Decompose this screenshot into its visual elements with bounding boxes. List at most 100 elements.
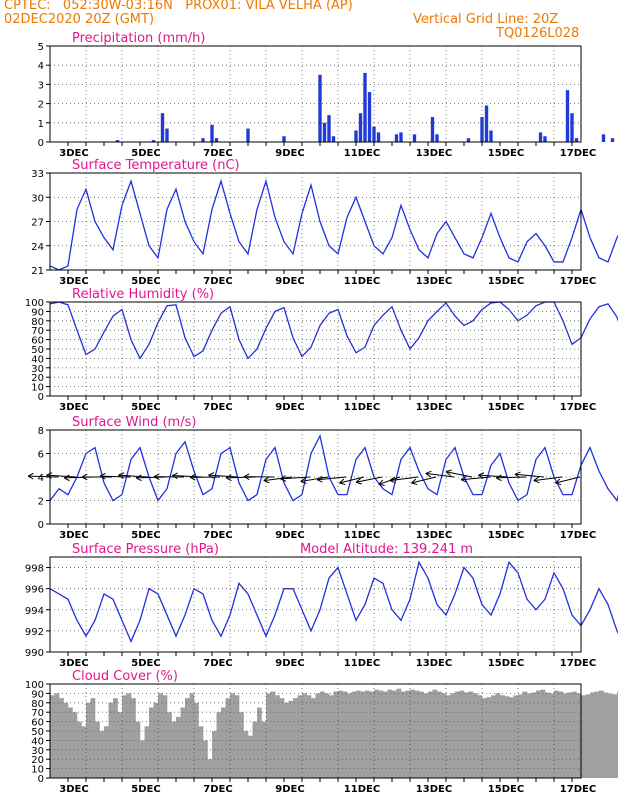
cloud-cover-bar xyxy=(477,695,483,778)
cloud-cover-bar xyxy=(590,692,595,778)
wind-vector xyxy=(280,475,311,482)
precipitation-bar xyxy=(610,138,615,142)
cloud-cover-bar xyxy=(104,726,109,778)
cloud-cover-bar xyxy=(270,691,276,778)
x-tick-label: 5DEC xyxy=(131,402,160,413)
x-tick-label: 13DEC xyxy=(416,148,452,159)
precipitation-bar xyxy=(246,128,250,142)
cloud-cover-bar xyxy=(333,691,339,778)
x-tick-label: 7DEC xyxy=(203,658,232,669)
precipitation-bar xyxy=(412,134,417,142)
precipitation-bar xyxy=(435,134,439,142)
x-tick-label: 5DEC xyxy=(131,530,160,541)
y-tick-label: 0 xyxy=(38,138,44,149)
cloud-cover-bar xyxy=(86,702,91,778)
y-tick-label: 2 xyxy=(38,100,44,111)
pressure-subtitle: Model Altitude: 139.241 m xyxy=(300,542,473,557)
wind-line xyxy=(49,433,618,502)
cloud-cover-bar xyxy=(468,691,474,778)
cloud-cover-bar xyxy=(581,695,586,778)
cloud-cover-bar xyxy=(99,731,105,778)
x-tick-label: 9DEC xyxy=(275,276,304,287)
cloud-cover-bar xyxy=(428,691,433,778)
humidity-title: Relative Humidity (%) xyxy=(72,287,214,302)
x-tick-label: 3DEC xyxy=(59,658,88,669)
y-tick-label: 998 xyxy=(25,564,44,575)
y-tick-label: 27 xyxy=(31,218,44,229)
header-station-info: CPTEC: 052:30W-03:16N PROX01: VILA VELHA… xyxy=(4,0,353,13)
cloud-cover-bar xyxy=(230,693,235,778)
cloud-cover-bar xyxy=(513,695,519,778)
wind-vector xyxy=(460,475,491,483)
cloud-cover-bar xyxy=(432,689,438,778)
cloud-cover-bar xyxy=(95,721,100,778)
precipitation-bar xyxy=(601,134,606,142)
precipitation-bar xyxy=(480,117,484,142)
cloud-cover-bar xyxy=(207,759,213,778)
cloud-cover-bar xyxy=(527,693,532,778)
y-tick-label: 4 xyxy=(38,473,44,484)
cloud-cover-bar xyxy=(608,693,613,778)
cloud-cover-bar xyxy=(221,707,226,778)
cloud-cover-bar xyxy=(185,698,190,778)
x-tick-label: 3DEC xyxy=(59,276,88,287)
y-tick-label: 70 xyxy=(31,708,44,719)
y-tick-label: 80 xyxy=(31,317,44,328)
cloud-cover-bar xyxy=(212,731,217,778)
x-tick-label: 7DEC xyxy=(203,402,232,413)
temperature-panel: 21 24 27 30 33 3DEC 5DEC 7DEC 9DEC 11DEC 13DEC 15DE… xyxy=(31,158,618,287)
wind-vector xyxy=(243,473,275,481)
cloud-cover-bar xyxy=(383,691,388,778)
cloud-cover-bar xyxy=(482,698,487,778)
y-tick-label: 60 xyxy=(31,718,44,729)
x-tick-label: 13DEC xyxy=(416,530,452,541)
cloud-cover-bar xyxy=(410,689,415,778)
wind-vector xyxy=(425,470,455,478)
cloud-cover-bar xyxy=(536,690,541,778)
cloud-cover-bar xyxy=(144,726,150,778)
cloud-cover-bar xyxy=(68,707,73,778)
cloud-cover-bar xyxy=(162,695,168,778)
cloud-cover-bar xyxy=(599,690,604,778)
wind-vector xyxy=(389,476,419,484)
wind-vector xyxy=(411,476,437,486)
x-tick-label: 11DEC xyxy=(344,276,380,287)
cloud-cover-bar xyxy=(216,712,222,778)
cloud-cover-bar xyxy=(423,693,429,778)
y-tick-label: 0 xyxy=(38,520,44,531)
wind-vector xyxy=(478,472,509,479)
x-tick-label: 5DEC xyxy=(131,148,160,159)
cloud-cover-bar xyxy=(491,695,496,778)
cloud-cover-bar xyxy=(473,693,478,778)
cloud-cover-bar xyxy=(612,694,618,778)
y-tick-label: 994 xyxy=(25,606,44,617)
wind-vector xyxy=(514,471,545,479)
cloud-cover-bar xyxy=(167,712,172,778)
x-tick-label: 9DEC xyxy=(275,402,304,413)
wind-vector xyxy=(46,472,77,479)
y-tick-label: 100 xyxy=(25,680,44,691)
cloud-cover-bar xyxy=(495,693,501,778)
x-tick-label: 11DEC xyxy=(344,658,380,669)
precipitation-bar xyxy=(376,132,381,142)
x-tick-label: 9DEC xyxy=(275,148,304,159)
x-tick-label: 15DEC xyxy=(488,784,524,795)
cloud-cover-bar xyxy=(180,707,186,778)
precipitation-bar xyxy=(484,105,489,142)
x-tick-label: 17DEC xyxy=(560,530,596,541)
precipitation-bar xyxy=(331,136,336,142)
pressure-line xyxy=(49,560,618,644)
precipitation-bar xyxy=(214,138,219,142)
y-tick-label: 50 xyxy=(31,345,44,356)
x-tick-label: 15DEC xyxy=(488,402,524,413)
x-tick-label: 15DEC xyxy=(488,148,524,159)
cloud-cover-bar xyxy=(486,697,492,778)
y-tick-label: 6 xyxy=(38,450,44,461)
x-tick-label: 17DEC xyxy=(560,402,596,413)
cloud-cover-bar xyxy=(54,693,60,778)
x-tick-label: 15DEC xyxy=(488,530,524,541)
pressure-title: Surface Pressure (hPa) xyxy=(72,542,219,557)
cloud-cover-bar xyxy=(509,697,514,778)
cloud-cover-bar xyxy=(198,726,204,778)
